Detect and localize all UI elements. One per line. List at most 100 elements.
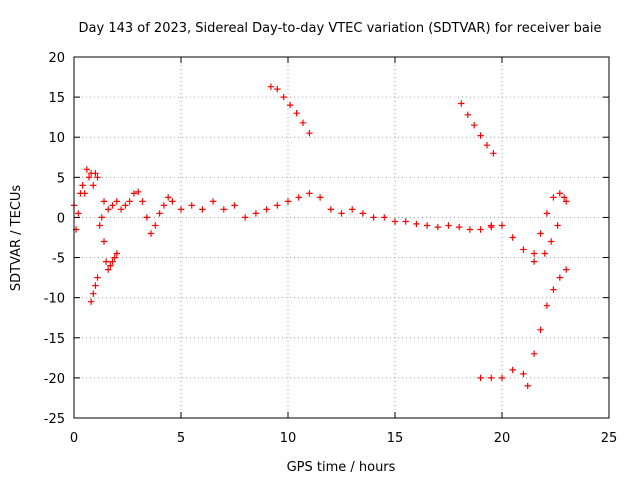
data-point-evening-track — [498, 222, 506, 229]
x-tick-label: 0 — [70, 431, 78, 446]
x-tick-label: 5 — [177, 431, 185, 446]
data-point-dip-track — [105, 266, 112, 273]
data-point-evening-track — [509, 234, 516, 241]
data-point-evening-track — [554, 222, 561, 229]
data-point-midday-track — [413, 220, 420, 228]
x-tick-label: 15 — [387, 431, 404, 446]
data-point-midday-track — [242, 214, 249, 221]
data-point-morning-track — [105, 206, 112, 213]
data-point-dip-track — [92, 282, 99, 289]
data-point-midday-track — [381, 214, 388, 221]
data-point-early-track — [92, 170, 99, 177]
data-point-peak-track-a — [306, 130, 313, 137]
data-point-dip-track — [90, 290, 97, 297]
data-point-morning-track — [169, 198, 176, 205]
data-point-midday-track — [423, 222, 431, 229]
y-tick-label: -20 — [44, 372, 65, 387]
y-tick-label: -10 — [44, 292, 65, 307]
data-point-dip-track — [107, 262, 114, 269]
data-point-early-track — [85, 174, 93, 181]
data-point-evening-loop — [543, 210, 551, 217]
data-point-early-track — [75, 210, 82, 217]
data-point-evening-track — [530, 258, 538, 265]
data-point-morning-track — [109, 202, 116, 209]
data-point-morning-track — [152, 222, 159, 229]
data-point-evening-track — [548, 238, 555, 245]
data-point-peak-track-a — [286, 101, 294, 109]
data-point-peak-track-b — [464, 111, 471, 118]
y-tick-label: -25 — [44, 412, 65, 427]
grid-layer — [74, 57, 609, 418]
chart-title: Day 143 of 2023, Sidereal Day-to-day VTE… — [79, 21, 602, 36]
data-point-low-track — [524, 382, 531, 390]
data-point-low-track — [537, 326, 544, 333]
data-point-midday-track — [220, 206, 227, 213]
data-point-midday-track — [466, 226, 474, 233]
data-point-evening-loop — [537, 230, 544, 237]
data-point-peak-track-a — [267, 83, 275, 90]
data-point-low-track — [498, 374, 506, 382]
data-point-low-track — [520, 370, 527, 378]
data-point-midday-track — [349, 206, 356, 213]
data-point-evening-track — [560, 194, 568, 201]
x-tick-label: 10 — [280, 431, 297, 446]
data-point-early-track — [83, 166, 90, 173]
data-point-morning-track — [100, 198, 108, 205]
data-point-low-track — [563, 266, 570, 273]
y-tick-label: 5 — [57, 171, 65, 186]
data-point-dip-track — [102, 258, 110, 265]
data-point-morning-track — [165, 194, 172, 201]
data-point-midday-track — [263, 206, 270, 213]
data-point-peak-track-a — [280, 93, 287, 101]
data-point-morning-track — [113, 198, 120, 205]
data-point-dip-track — [96, 222, 103, 229]
data-point-low-track — [488, 374, 495, 382]
data-point-midday-track — [177, 206, 185, 213]
data-point-morning-track — [156, 210, 163, 217]
data-point-midday-track — [327, 206, 334, 213]
data-point-dip-track — [109, 258, 116, 265]
data-point-evening-loop — [563, 198, 570, 205]
data-point-low-track — [509, 366, 516, 374]
data-point-evening-loop — [556, 190, 563, 197]
data-point-midday-track — [434, 223, 441, 231]
data-point-peak-track-a — [293, 110, 300, 117]
data-point-midday-track — [445, 222, 452, 229]
data-point-midday-track — [338, 210, 345, 217]
x-axis-label: GPS time / hours — [287, 460, 396, 475]
y-tick-label: 10 — [48, 131, 65, 146]
data-point-midday-track — [252, 210, 260, 217]
data-point-peak-track-b — [483, 142, 491, 149]
data-point-low-track — [543, 302, 551, 309]
y-tick-label: 0 — [57, 211, 65, 226]
data-point-dip-track — [94, 274, 101, 281]
data-point-peak-track-b — [471, 122, 478, 129]
data-point-morning-track — [147, 230, 155, 237]
data-point-midday-track — [209, 198, 217, 205]
data-point-low-track — [550, 286, 557, 293]
data-point-morning-track — [117, 206, 125, 213]
data-point-early-track — [90, 182, 97, 189]
data-point-morning-track — [126, 198, 133, 205]
data-point-peak-track-a — [299, 119, 307, 126]
data-point-midday-track — [284, 198, 292, 205]
data-point-evening-loop — [550, 194, 557, 201]
y-tick-label: -5 — [52, 252, 65, 267]
data-point-low-track — [477, 374, 484, 382]
x-tick-label: 20 — [494, 431, 511, 446]
data-point-peak-track-b — [477, 132, 484, 139]
data-point-midday-track — [274, 202, 281, 209]
data-point-peak-track-b — [458, 100, 465, 107]
data-point-dip-track — [100, 238, 108, 245]
data-point-low-track — [530, 350, 538, 357]
data-point-dip-track — [111, 254, 118, 261]
data-point-early-track — [81, 190, 88, 197]
plot-frame — [73, 56, 610, 419]
data-point-early-track — [94, 174, 101, 181]
data-point-morning-track — [160, 202, 168, 209]
y-axis-label: SDTVAR / TECUs — [9, 185, 24, 292]
data-point-dip-track — [87, 298, 95, 305]
y-tick-label: 20 — [48, 51, 65, 66]
data-point-midday-track — [391, 218, 399, 225]
